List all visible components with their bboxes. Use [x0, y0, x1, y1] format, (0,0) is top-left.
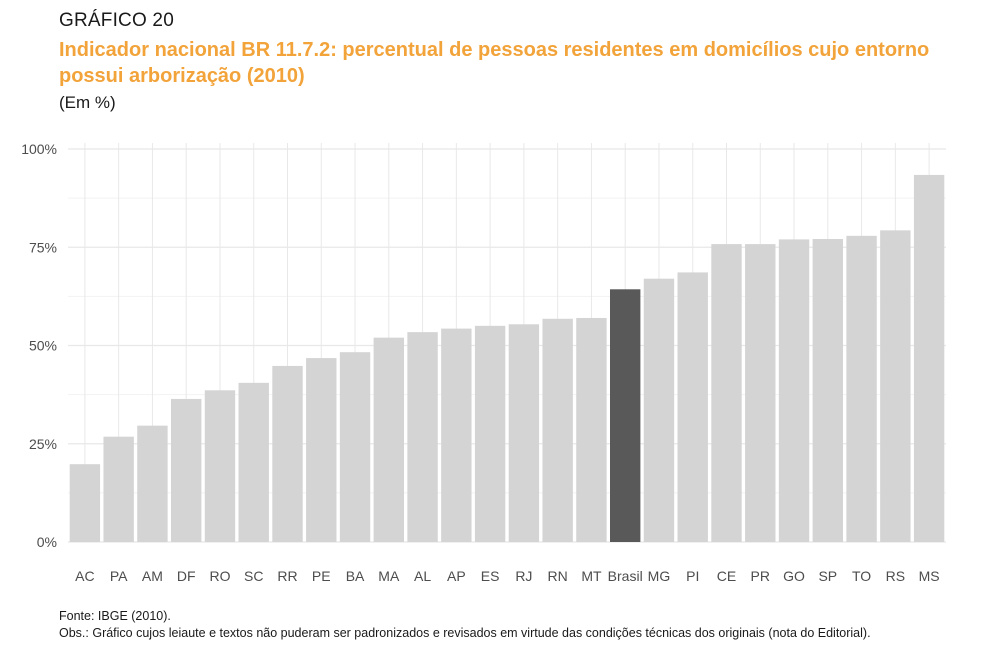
bar-df [170, 398, 202, 542]
unit-label: (Em %) [59, 93, 116, 112]
x-tick-label: RO [209, 568, 230, 584]
x-tick-label: ES [481, 568, 500, 584]
bar-ap [441, 328, 472, 542]
x-tick-label: RJ [515, 568, 532, 584]
x-tick-label: RN [548, 568, 568, 584]
obs-note: Obs.: Gráfico cujos leiaute e textos não… [59, 626, 871, 640]
chart-title: Indicador nacional BR 11.7.2: percentual… [59, 39, 930, 87]
x-tick-label: BA [346, 568, 365, 584]
x-tick-label: SC [244, 568, 263, 584]
x-tick-label: AC [75, 568, 94, 584]
x-tick-label: PI [686, 568, 699, 584]
bar-go [778, 239, 810, 542]
bar-pi [677, 272, 708, 542]
x-tick-label: PA [110, 568, 128, 584]
x-axis-ticks: AC PA AM DF RO SC RR PE BA MA AL AP ES RJ RN MT Brasil MG… [75, 568, 939, 584]
footer: Fonte: IBGE (2010). Obs.: Gráfico cujos … [59, 608, 871, 642]
y-tick-label: 0% [37, 534, 57, 550]
source-note: Fonte: IBGE (2010). [59, 609, 171, 623]
x-tick-label: Brasil [608, 568, 643, 584]
bar-rj [508, 324, 540, 542]
y-axis-ticks: 0% 25% 50% 75% 100% [21, 141, 57, 550]
bar-es [474, 325, 506, 542]
x-tick-label: MS [919, 568, 940, 584]
x-tick-label: RS [886, 568, 905, 584]
figure-label: GRÁFICO 20 [59, 10, 174, 31]
bar-ma [373, 337, 405, 542]
bar-to [846, 235, 877, 542]
bar-brasil [609, 289, 641, 542]
bar-ce [711, 244, 742, 542]
bar-chart: 0% 25% 50% 75% 100% AC PA AM DF RO SC RR PE BA MA AL AP… [21, 141, 946, 584]
bar-rn [542, 318, 573, 542]
bars [69, 174, 945, 543]
y-tick-label: 100% [21, 141, 57, 157]
bar-rr [272, 365, 303, 542]
bar-sc [238, 382, 269, 542]
x-tick-label: PR [751, 568, 770, 584]
x-tick-label: AP [447, 568, 466, 584]
bar-mt [576, 317, 607, 542]
bar-ba [339, 352, 371, 542]
bar-ms [913, 174, 945, 543]
x-tick-label: TO [852, 568, 871, 584]
bar-rs [880, 230, 911, 542]
x-tick-label: MA [378, 568, 400, 584]
bar-sp [812, 238, 844, 542]
x-tick-label: MG [648, 568, 671, 584]
x-tick-label: AL [414, 568, 431, 584]
bar-ro [204, 390, 236, 542]
x-tick-label: MT [581, 568, 602, 584]
bar-al [407, 332, 438, 542]
x-tick-label: AM [142, 568, 163, 584]
bar-pe [306, 358, 337, 542]
bar-mg [643, 278, 675, 542]
x-tick-label: SP [818, 568, 837, 584]
x-tick-label: CE [717, 568, 736, 584]
bar-am [137, 425, 168, 542]
y-tick-label: 75% [29, 239, 57, 255]
y-tick-label: 50% [29, 338, 57, 354]
bar-pa [103, 436, 134, 542]
x-tick-label: PE [312, 568, 331, 584]
bar-pr [745, 244, 776, 542]
x-tick-label: RR [277, 568, 297, 584]
x-tick-label: GO [783, 568, 805, 584]
x-tick-label: DF [177, 568, 196, 584]
bar-ac [69, 464, 101, 542]
y-tick-label: 25% [29, 436, 57, 452]
